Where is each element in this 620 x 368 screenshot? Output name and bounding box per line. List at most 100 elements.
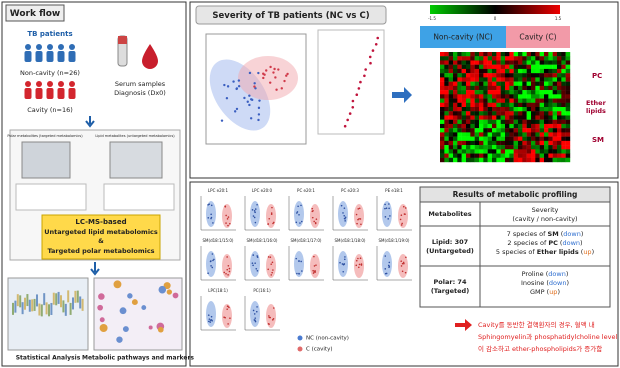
heatmap-cell: [496, 64, 501, 70]
heatmap-cell: [500, 107, 506, 112]
pathway-node: [157, 326, 164, 333]
violin-nc: [382, 251, 392, 277]
table-item-part: down: [563, 230, 581, 238]
heatmap-cell: [466, 119, 471, 125]
heatmap-cell: [548, 98, 553, 103]
violin-point: [252, 215, 255, 217]
heatmap-cell: [483, 52, 488, 57]
heatmap-cell: [535, 136, 540, 142]
violin-point: [268, 315, 270, 317]
violin-point: [404, 271, 407, 274]
violin-nc: [206, 301, 216, 327]
heatmap-cell: [509, 145, 514, 150]
violin-point: [311, 216, 314, 219]
legend-swatch: [297, 346, 303, 352]
heatmap-cell: [461, 119, 467, 125]
violin-point: [344, 220, 346, 222]
heatmap-cell: [526, 119, 532, 125]
heatmap-cell: [526, 90, 532, 95]
heatmap-cell: [544, 68, 549, 74]
stats-decor: [33, 298, 36, 311]
heatmap-cell: [470, 73, 475, 78]
heatmap-cell: [505, 157, 510, 163]
table-header: Metabolites: [428, 210, 471, 218]
heatmap-cell: [448, 52, 454, 57]
heatmap-cell: [461, 140, 467, 146]
heatmap-cell: [561, 102, 566, 108]
heatmap-cell: [479, 136, 484, 142]
heatmap-cell: [548, 149, 553, 154]
heatmap-cell: [518, 56, 523, 61]
group-title: TB patients: [27, 30, 72, 38]
violin-point: [358, 263, 361, 266]
violin-point: [207, 272, 209, 274]
heatmap-cell: [440, 98, 445, 103]
heatmap-cell: [548, 90, 553, 95]
violin-point: [404, 207, 407, 209]
heatmap-cell: [539, 157, 545, 163]
heatmap-cell: [453, 77, 458, 82]
group-bar-label: Non-cavity (NC): [433, 33, 492, 42]
violin-title: SM(d18:1/19:0): [379, 238, 410, 243]
heatmap-cell: [453, 102, 458, 108]
heatmap-cell: [483, 140, 488, 146]
heatmap-cell: [522, 149, 527, 154]
heatmap-cell: [518, 77, 523, 82]
heatmap-cell: [466, 132, 471, 137]
heatmap-cell: [448, 68, 454, 74]
heatmap-cell: [505, 128, 510, 133]
violin-c: [222, 304, 232, 328]
heatmap-cell: [453, 136, 458, 142]
heatmap-cell: [496, 128, 501, 133]
heatmap-cell: [509, 136, 514, 142]
heatmap-cell: [453, 123, 458, 129]
heatmap-cell: [461, 145, 467, 150]
heatmap-cell: [522, 81, 527, 87]
violin-point: [384, 203, 386, 206]
heatmap-cell: [457, 132, 462, 137]
heatmap-cell: [483, 77, 488, 82]
heatmap-cell: [561, 64, 566, 70]
violin-point: [388, 266, 390, 269]
heatmap-cell: [466, 90, 471, 95]
heatmap-cell: [539, 111, 545, 116]
heatmap-cell: [552, 107, 558, 112]
violin-point: [401, 270, 404, 273]
pca-point: [277, 68, 280, 71]
table-item: GMP (up): [530, 288, 560, 296]
violin-point: [312, 209, 314, 212]
heatmap-cell: [526, 102, 532, 108]
heatmap-cell: [539, 64, 545, 70]
heatmap-cell: [509, 64, 514, 70]
heatmap-cell: [492, 102, 497, 108]
heatmap-cell: [548, 73, 553, 78]
pca-point: [237, 85, 241, 88]
heatmap-cell: [539, 153, 545, 158]
violin-point: [343, 207, 346, 209]
heatmap-cell: [500, 94, 506, 99]
heatmap-cell: [453, 140, 458, 146]
heatmap-cell: [461, 81, 467, 87]
heatmap-cell: [492, 107, 497, 112]
heatmap-cell: [539, 77, 545, 82]
heatmap-cell: [496, 60, 501, 65]
heatmap-cell: [492, 136, 497, 142]
violin-point: [227, 274, 229, 276]
pca-point: [225, 97, 229, 100]
violin-point: [400, 265, 403, 267]
heatmap-cell: [526, 52, 532, 57]
heatmap-cell: [453, 111, 458, 116]
heatmap-cell: [444, 94, 449, 99]
violin-point: [268, 316, 271, 319]
heatmap-cell: [565, 128, 571, 133]
heatmap-cell: [487, 115, 493, 120]
heatmap-cell: [444, 153, 449, 158]
heatmap-cell: [461, 111, 467, 116]
heatmap-cell: [518, 64, 523, 70]
heatmap-cell: [535, 115, 540, 120]
violin-point: [254, 221, 257, 224]
heatmap-cell: [470, 119, 475, 125]
heatmap-cell: [505, 60, 510, 65]
heatmap-cell: [466, 60, 471, 65]
violin-point: [207, 314, 210, 316]
